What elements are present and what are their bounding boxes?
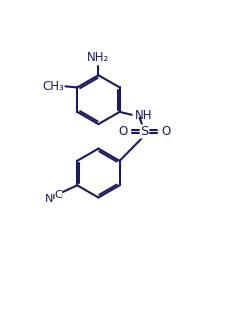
Text: S: S — [140, 125, 148, 138]
Text: O: O — [118, 125, 127, 138]
Text: NH: NH — [134, 109, 151, 123]
Text: CH₃: CH₃ — [42, 80, 64, 93]
Text: C: C — [54, 190, 62, 200]
Text: NH₂: NH₂ — [87, 51, 109, 64]
Text: O: O — [161, 125, 170, 138]
Text: N: N — [45, 194, 53, 204]
